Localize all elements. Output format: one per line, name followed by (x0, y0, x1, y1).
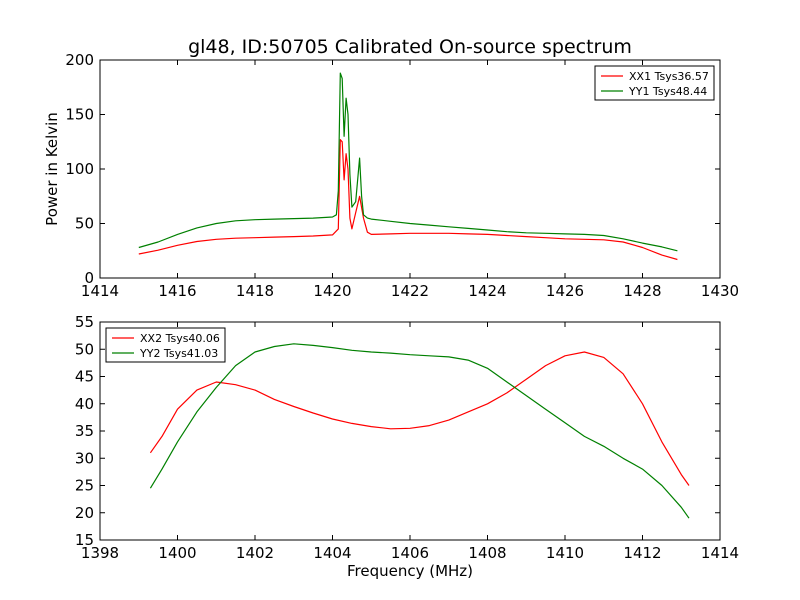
lower-y-tick-label: 45 (75, 368, 94, 386)
lower-series-line-2 (149, 343, 690, 519)
upper-y-tick-label: 100 (65, 160, 94, 178)
upper-legend-label: YY1 Tsys48.44 (628, 85, 707, 98)
upper-series-lines (138, 72, 678, 261)
upper-x-tick-label: 1430 (701, 282, 739, 300)
lower-x-tick-label: 1408 (468, 544, 506, 562)
lower-y-tick-label: 15 (75, 531, 94, 549)
upper-x-tick-label: 1426 (546, 282, 584, 300)
upper-x-tick-label: 1420 (313, 282, 351, 300)
lower-y-tick-label: 30 (75, 449, 94, 467)
lower-y-tick-label: 40 (75, 395, 94, 413)
upper-x-tick-label: 1422 (391, 282, 429, 300)
upper-x-tick-label: 1418 (236, 282, 274, 300)
lower-series-line-1 (149, 351, 690, 486)
upper-y-tick-label: 150 (65, 106, 94, 124)
upper-series-line-1 (138, 139, 678, 261)
lower-x-tick-label: 1414 (701, 544, 739, 562)
lower-x-tick-label: 1412 (623, 544, 661, 562)
upper-ticks: 1414 1416 1418 1420 1422 1424 1426 1428 1430 0 50 1… (65, 51, 739, 300)
upper-y-tick-label: 0 (84, 269, 94, 287)
upper-x-tick-label: 1414 (81, 282, 119, 300)
lower-legend-label: YY2 Tsys41.03 (139, 347, 218, 360)
lower-legend-box (105, 327, 226, 363)
upper-legend: XX1 Tsys36.57 YY1 Tsys48.44 (594, 65, 715, 101)
x-axis-label: Frequency (MHz) (347, 562, 473, 580)
lower-series-lines (149, 343, 690, 519)
lower-x-tick-label: 1398 (81, 544, 119, 562)
lower-panel: 1398 1400 1402 1404 1406 1408 1410 1412 1414 15 20… (75, 313, 739, 580)
lower-y-tick-label: 55 (75, 313, 94, 331)
lower-legend: XX2 Tsys40.06 YY2 Tsys41.03 (105, 327, 226, 363)
upper-legend-label: XX1 Tsys36.57 (629, 70, 709, 83)
chart-title: gl48, ID:50705 Calibrated On-source spec… (188, 36, 632, 58)
upper-x-tick-label: 1428 (623, 282, 661, 300)
lower-y-tick-label: 50 (75, 340, 94, 358)
upper-y-tick-label: 50 (75, 215, 94, 233)
lower-x-tick-label: 1410 (546, 544, 584, 562)
lower-y-tick-label: 20 (75, 504, 94, 522)
lower-x-tick-label: 1406 (391, 544, 429, 562)
lower-ticks: 1398 1400 1402 1404 1406 1408 1410 1412 1414 15 20… (75, 313, 739, 562)
lower-x-tick-label: 1404 (313, 544, 351, 562)
upper-legend-box (594, 65, 715, 101)
upper-x-tick-label: 1424 (468, 282, 506, 300)
lower-legend-label: XX2 Tsys40.06 (140, 332, 220, 345)
lower-y-tick-label: 35 (75, 422, 94, 440)
lower-x-tick-label: 1402 (236, 544, 274, 562)
upper-panel: 1414 1416 1418 1420 1422 1424 1426 1428 1430 0 50 1… (43, 51, 739, 300)
upper-y-tick-label: 200 (65, 51, 94, 69)
upper-y-axis-label: Power in Kelvin (43, 112, 61, 226)
lower-x-tick-label: 1400 (158, 544, 196, 562)
upper-series-line-2 (138, 72, 678, 252)
upper-x-tick-label: 1416 (158, 282, 196, 300)
lower-y-tick-label: 25 (75, 477, 94, 495)
